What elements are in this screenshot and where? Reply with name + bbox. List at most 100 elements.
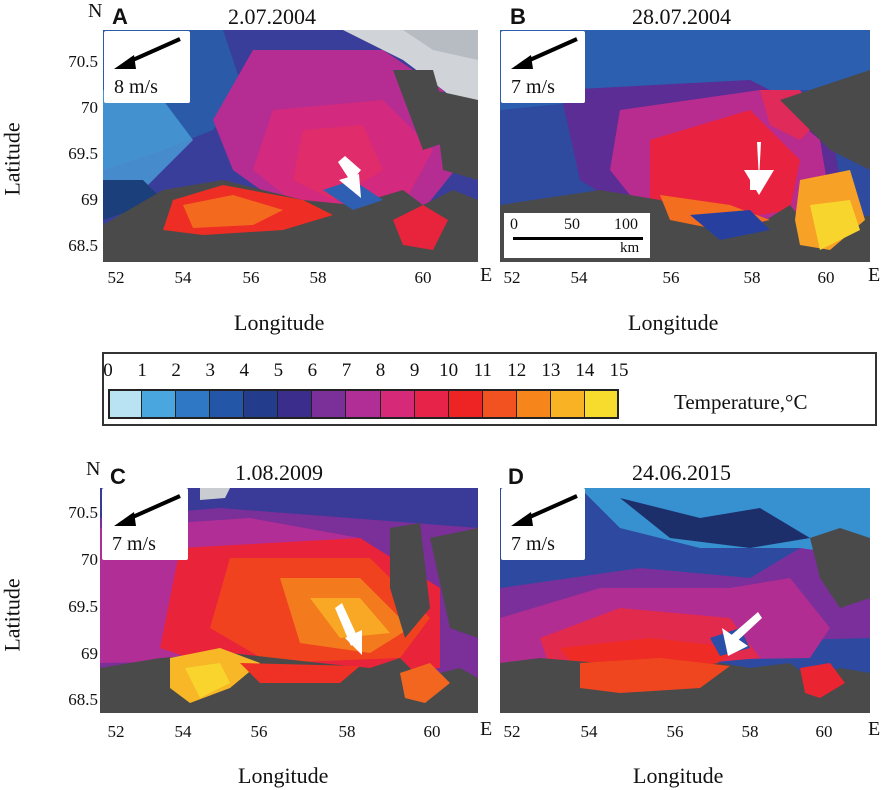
wind-arrow-icon bbox=[114, 37, 181, 69]
lon-tick: 56 bbox=[250, 722, 268, 741]
lon-tick: 60 bbox=[423, 722, 441, 741]
temperature-legend: 0 1 2 3 4 5 6 7 8 9 10 11 12 13 14 15 Temperature,°C bbox=[102, 352, 877, 426]
colorbar-tick: 10 bbox=[439, 360, 459, 381]
lon-tick: 56 bbox=[666, 722, 684, 741]
scale-unit: km bbox=[620, 240, 640, 256]
colorbar-cell bbox=[482, 389, 517, 419]
east-label: E bbox=[480, 264, 493, 286]
wind-box: 8 m/s bbox=[104, 31, 190, 103]
latitude-axis-title: Latitude bbox=[0, 578, 25, 652]
sst-map bbox=[500, 488, 870, 713]
colorbar-tick: 4 bbox=[239, 360, 250, 381]
longitude-axis-title: Longitude bbox=[633, 763, 724, 788]
lon-tick: 52 bbox=[107, 722, 125, 741]
colorbar-cell bbox=[278, 389, 313, 419]
panel-letter: D bbox=[508, 464, 524, 489]
lon-tick: 54 bbox=[174, 722, 192, 741]
panel-date: 28.07.2004 bbox=[632, 4, 731, 29]
panel-date: 1.08.2009 bbox=[235, 460, 323, 485]
panel-date: 2.07.2004 bbox=[228, 4, 316, 29]
lon-tick: 54 bbox=[570, 268, 588, 287]
wind-box: 7 m/s bbox=[102, 488, 188, 560]
lat-tick: 69 bbox=[81, 190, 98, 209]
colorbar-cell bbox=[380, 389, 415, 419]
wind-box: 7 m/s bbox=[501, 31, 585, 103]
lon-tick: 54 bbox=[580, 722, 598, 741]
lat-tick: 68.5 bbox=[68, 690, 98, 709]
colorbar-label: Temperature,°C bbox=[674, 390, 808, 414]
east-label: E bbox=[868, 718, 881, 740]
lon-tick: 58 bbox=[338, 722, 356, 741]
focus-arrow-icon bbox=[728, 612, 762, 644]
colorbar-tick: 0 bbox=[103, 360, 113, 381]
colorbar-cell bbox=[516, 389, 551, 419]
wind-speed: 7 m/s bbox=[511, 76, 555, 98]
lat-tick: 69.5 bbox=[68, 597, 98, 616]
colorbar-tick: 1 bbox=[137, 360, 147, 381]
panel-letter: B bbox=[510, 4, 526, 29]
lat-tick: 69 bbox=[81, 644, 98, 663]
colorbar-cell bbox=[312, 389, 347, 419]
colorbar-tick: 12 bbox=[507, 360, 527, 381]
longitude-axis-title: Longitude bbox=[238, 763, 329, 788]
colorbar-tick: 6 bbox=[307, 360, 318, 381]
colorbar-tick: 9 bbox=[409, 360, 420, 381]
colorbar-cell bbox=[142, 389, 177, 419]
colorbar-tick: 2 bbox=[171, 360, 181, 381]
colorbar-tick: 8 bbox=[375, 360, 386, 381]
lat-tick: 70 bbox=[81, 98, 98, 117]
lon-tick: 60 bbox=[414, 268, 432, 287]
colorbar-cell bbox=[448, 389, 483, 419]
colorbar-cell bbox=[346, 389, 381, 419]
colorbar-tick: 7 bbox=[341, 360, 352, 381]
colorbar-cell bbox=[210, 389, 245, 419]
panel-letter: A bbox=[112, 4, 128, 29]
colorbar-tick: 5 bbox=[273, 360, 284, 381]
colorbar-cell bbox=[550, 389, 585, 419]
wind-arrow-icon bbox=[114, 494, 181, 526]
colorbar-cell bbox=[244, 389, 279, 419]
scale-tick: 100 bbox=[614, 216, 638, 233]
colorbar-tick: 15 bbox=[609, 360, 629, 381]
wind-arrow-icon bbox=[511, 37, 578, 69]
lon-tick: 52 bbox=[503, 722, 521, 741]
wind-box: 7 m/s bbox=[501, 488, 585, 560]
colorbar-cell bbox=[176, 389, 211, 419]
focus-arrow-icon bbox=[757, 142, 761, 180]
lon-tick: 56 bbox=[662, 268, 680, 287]
lon-tick: 52 bbox=[107, 268, 125, 287]
scale-line bbox=[513, 237, 643, 240]
wind-arrow-icon bbox=[511, 494, 578, 526]
lon-tick: 56 bbox=[242, 268, 260, 287]
lat-tick: 70.5 bbox=[68, 503, 98, 522]
lat-tick: 69.5 bbox=[68, 144, 98, 163]
lat-tick: 70 bbox=[81, 550, 98, 569]
lon-tick: 54 bbox=[174, 268, 192, 287]
wind-speed: 7 m/s bbox=[511, 533, 555, 555]
lon-tick: 52 bbox=[503, 268, 521, 287]
panel-date: 24.06.2015 bbox=[632, 460, 731, 485]
lat-tick: 68.5 bbox=[68, 236, 98, 255]
lon-tick: 58 bbox=[309, 268, 327, 287]
north-label: N bbox=[88, 0, 103, 22]
lat-tick: 70.5 bbox=[68, 52, 98, 71]
colorbar-frame bbox=[108, 389, 619, 419]
longitude-axis-title: Longitude bbox=[234, 310, 325, 335]
latitude-axis-title: Latitude bbox=[0, 122, 25, 196]
north-label: N bbox=[86, 458, 101, 480]
scale-tick: 0 bbox=[510, 216, 518, 233]
lon-tick: 60 bbox=[817, 268, 835, 287]
colorbar-tick: 11 bbox=[473, 360, 492, 381]
colorbar-tick: 14 bbox=[575, 360, 595, 381]
east-label: E bbox=[868, 264, 881, 286]
lon-tick: 58 bbox=[743, 268, 761, 287]
colorbar-tick: 13 bbox=[541, 360, 561, 381]
colorbar-cell bbox=[414, 389, 449, 419]
wind-speed: 8 m/s bbox=[114, 76, 158, 98]
panel-letter: C bbox=[110, 464, 126, 489]
wind-speed: 7 m/s bbox=[112, 533, 156, 555]
east-label: E bbox=[480, 718, 493, 740]
colorbar-tick: 3 bbox=[205, 360, 215, 381]
colorbar-cell bbox=[108, 389, 143, 419]
longitude-axis-title: Longitude bbox=[628, 310, 719, 335]
